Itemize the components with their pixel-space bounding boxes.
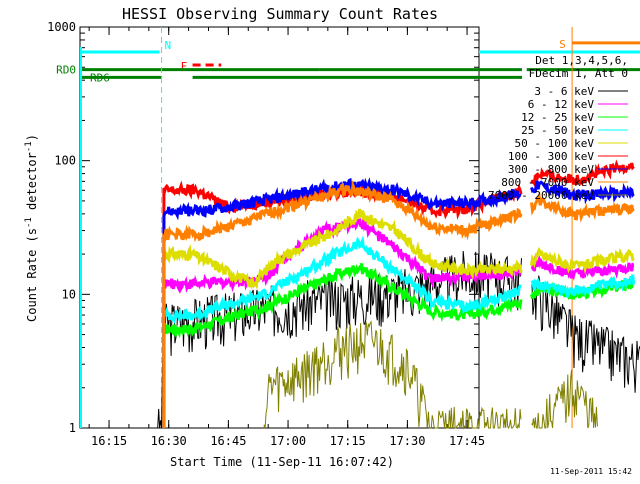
chart-title: HESSI Observing Summary Count Rates bbox=[122, 5, 438, 23]
x-axis: 16:15 16:30 16:45 17:00 17:15 17:30 17:45 bbox=[88, 27, 485, 448]
annotation-label-rd0: RD0 bbox=[56, 64, 76, 77]
footer-date: 11-Sep-2011 15:42 bbox=[550, 467, 632, 476]
y-label-part2: detector bbox=[25, 152, 39, 217]
annotation-label-rd6: RD6 bbox=[90, 71, 110, 84]
annotation-label-n: N bbox=[165, 39, 172, 52]
series-5 bbox=[162, 208, 635, 428]
x-tick-label: 16:15 bbox=[91, 434, 127, 448]
legend-header-2: FDecim 1, Att 0 bbox=[529, 67, 628, 80]
legend: Det 1,3,4,5,6, FDecim 1, Att 0 3 - 6 keV… bbox=[488, 54, 628, 202]
series-9 bbox=[263, 320, 598, 430]
series-4 bbox=[162, 235, 636, 428]
x-tick-label: 17:15 bbox=[330, 434, 366, 448]
legend-entry-label: 12 - 25 keV bbox=[521, 111, 594, 124]
x-tick-label: 17:30 bbox=[389, 434, 425, 448]
y-tick-label: 100 bbox=[54, 154, 76, 168]
y-axis-label: Count Rate (s-1 detector-1) bbox=[24, 134, 39, 322]
legend-entry-label: 800 - 7000 keV bbox=[501, 176, 594, 189]
series-line bbox=[162, 208, 635, 428]
annotation-label-s: S bbox=[559, 38, 566, 51]
x-tick-label: 16:45 bbox=[210, 434, 246, 448]
series-line bbox=[162, 235, 636, 428]
legend-entry-label: 100 - 300 keV bbox=[508, 150, 594, 163]
y-tick-label: 1 bbox=[69, 421, 76, 435]
annotations: NF S RD0 RD6 bbox=[56, 27, 640, 428]
x-tick-label: 17:45 bbox=[449, 434, 485, 448]
y-tick-label: 1000 bbox=[47, 20, 76, 34]
legend-entry-label: 50 - 100 keV bbox=[515, 137, 595, 150]
legend-entry-label: 7000 - 20000 keV bbox=[488, 189, 594, 202]
series-8 bbox=[162, 179, 635, 428]
legend-entry-label: 300 - 800 keV bbox=[508, 163, 594, 176]
legend-header-1: Det 1,3,4,5,6, bbox=[535, 54, 628, 67]
x-tick-label: 17:00 bbox=[270, 434, 306, 448]
x-axis-label: Start Time (11-Sep-11 16:07:42) bbox=[170, 455, 394, 469]
x-tick-label: 16:30 bbox=[151, 434, 187, 448]
legend-entry-label: 25 - 50 keV bbox=[521, 124, 594, 137]
legend-entry-label: 6 - 12 keV bbox=[528, 98, 595, 111]
y-label-sup2: -1 bbox=[24, 141, 34, 152]
y-label-part1: Count Rate (s bbox=[25, 228, 39, 322]
series-line bbox=[263, 320, 598, 430]
series-group bbox=[156, 159, 640, 430]
series-line bbox=[162, 179, 635, 428]
annotation-label-f: F bbox=[181, 60, 188, 73]
y-label-part3: ) bbox=[25, 134, 39, 141]
y-label-sup1: -1 bbox=[24, 217, 34, 228]
y-tick-label: 10 bbox=[62, 287, 76, 301]
plot-frame bbox=[79, 26, 480, 429]
legend-entry-label: 3 - 6 keV bbox=[534, 85, 594, 98]
